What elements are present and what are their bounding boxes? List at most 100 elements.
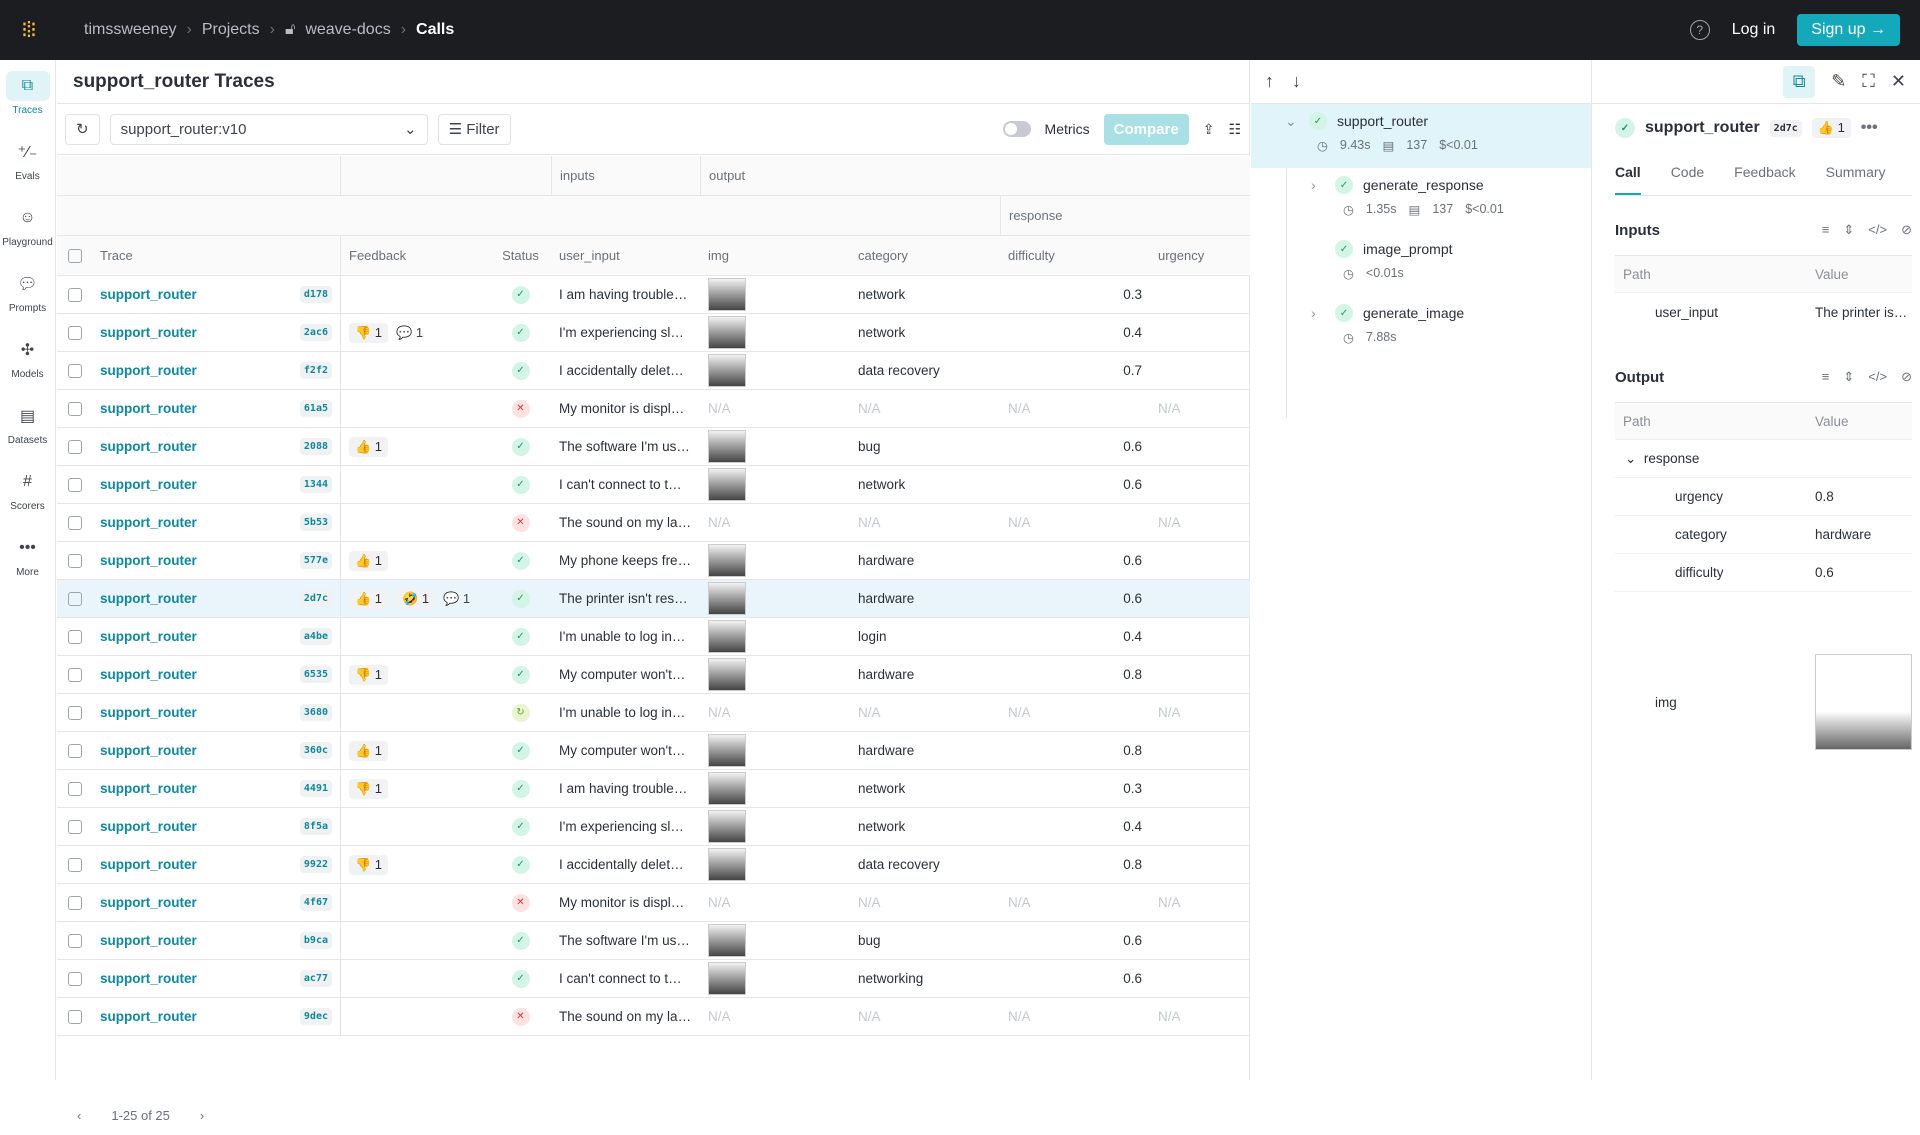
table-row[interactable]: support_router 6535 👎 1 ✓ My computer won…	[57, 656, 1250, 694]
call-id-badge[interactable]: 4f67	[299, 894, 332, 911]
list-icon[interactable]: ≡	[1821, 222, 1830, 237]
export-icon[interactable]: ⇪	[1202, 120, 1215, 137]
prev-page-icon[interactable]: ‹	[77, 1107, 82, 1123]
header-difficulty[interactable]: difficulty	[1008, 248, 1055, 263]
row-checkbox[interactable]	[67, 363, 82, 378]
trace-name-link[interactable]: support_router	[100, 819, 197, 834]
image-thumbnail[interactable]	[708, 620, 746, 653]
table-row[interactable]: support_router 3680 ↻ I'm unable to log i…	[57, 694, 1250, 732]
image-thumbnail[interactable]	[708, 924, 746, 957]
pencil-icon[interactable]: ✎	[1831, 71, 1847, 91]
tab-call[interactable]: Call	[1615, 164, 1641, 195]
table-row[interactable]: support_router 8f5a ✓ I'm experiencing sl…	[57, 808, 1250, 846]
row-checkbox[interactable]	[67, 1009, 82, 1024]
trace-tree-icon[interactable]: ⧉	[1783, 65, 1816, 98]
crumb-projects[interactable]: Projects	[201, 21, 260, 38]
call-id-badge[interactable]: ac77	[299, 970, 332, 987]
columns-icon[interactable]: ☷	[1228, 120, 1241, 137]
row-checkbox[interactable]	[67, 781, 82, 796]
call-id-badge[interactable]: 5b53	[299, 514, 332, 531]
comment-count[interactable]: 💬 1	[396, 324, 424, 340]
row-checkbox[interactable]	[67, 325, 82, 340]
image-thumbnail[interactable]	[708, 278, 746, 311]
call-id-badge[interactable]: 360c	[299, 742, 332, 759]
compare-button[interactable]: Compare	[1103, 113, 1189, 145]
trace-name-link[interactable]: support_router	[100, 781, 197, 796]
row-checkbox[interactable]	[67, 819, 82, 834]
trace-name-link[interactable]: support_router	[100, 553, 197, 568]
trace-name-link[interactable]: support_router	[100, 1009, 197, 1024]
call-id-badge[interactable]: f2f2	[299, 362, 332, 379]
image-thumbnail[interactable]	[708, 962, 746, 995]
image-thumbnail[interactable]	[708, 316, 746, 349]
row-checkbox[interactable]	[67, 515, 82, 530]
table-row[interactable]: support_router 360c 👍 1 ✓ My computer won…	[57, 732, 1250, 770]
tab-feedback[interactable]: Feedback	[1734, 164, 1796, 180]
refresh-button[interactable]: ↻	[65, 113, 100, 145]
image-thumbnail[interactable]	[708, 544, 746, 577]
trace-name-link[interactable]: support_router	[100, 971, 197, 986]
call-id-badge[interactable]: 8f5a	[299, 818, 332, 835]
table-row[interactable]: support_router 4491 👎 1 ✓ I am having tro…	[57, 770, 1250, 808]
row-checkbox[interactable]	[67, 857, 82, 872]
sidebar-item-playground[interactable]: ☺ Playground	[0, 192, 55, 258]
table-row[interactable]: support_router 577e 👍 1 ✓ My phone keeps …	[57, 542, 1250, 580]
reaction-badge[interactable]: 👍 1	[349, 740, 389, 761]
row-checkbox[interactable]	[67, 591, 82, 606]
table-row[interactable]: support_router 1344 ✓ I can't connect to …	[57, 466, 1250, 504]
row-checkbox[interactable]	[67, 629, 82, 644]
call-id-badge[interactable]: b9ca	[299, 932, 332, 949]
header-category[interactable]: category	[858, 248, 908, 263]
table-row[interactable]: support_router 9dec ✕ The sound on my la……	[57, 998, 1250, 1036]
chevron-icon[interactable]: ⌄	[1285, 112, 1297, 129]
trace-name-link[interactable]: support_router	[100, 401, 197, 416]
trace-name-link[interactable]: support_router	[100, 591, 197, 606]
call-id-badge[interactable]: 3680	[299, 704, 332, 721]
table-row[interactable]: support_router 5b53 ✕ The sound on my la……	[57, 504, 1250, 542]
table-row[interactable]: support_router 2088 👍 1 ✓ The software I'…	[57, 428, 1250, 466]
crumb-project[interactable]: weave-docs	[305, 21, 391, 38]
table-row[interactable]: support_router 2d7c 👍 1 🤣 1 💬 1 ✓ The print…	[57, 580, 1250, 618]
image-thumbnail[interactable]	[708, 582, 746, 615]
row-checkbox[interactable]	[67, 667, 82, 682]
call-id-badge[interactable]: 9922	[299, 856, 332, 873]
header-urgency[interactable]: urgency	[1158, 248, 1205, 263]
reaction-thumbs-up[interactable]: 👍 1	[1811, 118, 1851, 138]
image-thumbnail[interactable]	[708, 468, 746, 501]
trace-name-link[interactable]: support_router	[100, 705, 197, 720]
trace-name-link[interactable]: support_router	[100, 363, 197, 378]
tree-node[interactable]: ⌄ ✓ support_router ◷ 9.43s ▤ 137 $<0.01	[1285, 112, 1478, 153]
trace-name-link[interactable]: support_router	[100, 743, 197, 758]
reaction-badge[interactable]: 👍 1	[349, 436, 389, 457]
image-thumbnail[interactable]	[708, 430, 746, 463]
trace-name-link[interactable]: support_router	[100, 515, 197, 530]
trace-name-link[interactable]: support_router	[100, 439, 197, 454]
table-row[interactable]: support_router 4f67 ✕ My monitor is displ…	[57, 884, 1250, 922]
trace-name-link[interactable]: support_router	[100, 857, 197, 872]
next-page-icon[interactable]: ›	[199, 1107, 205, 1123]
arrow-up-icon[interactable]: ↑	[1265, 71, 1274, 91]
reaction-badge[interactable]: 👎 1	[349, 854, 389, 875]
sidebar-item-traces[interactable]: ⧉ Traces	[0, 60, 55, 126]
row-checkbox[interactable]	[67, 439, 82, 454]
tab-code[interactable]: Code	[1670, 164, 1705, 180]
call-id-badge[interactable]: 6535	[299, 666, 332, 683]
help-icon[interactable]: ?	[1689, 20, 1710, 40]
reaction-badge[interactable]: 👍 1	[349, 550, 389, 571]
table-row[interactable]: support_router d178 ✓ I am having trouble…	[57, 276, 1250, 314]
call-id-badge[interactable]: 2d7c	[299, 590, 332, 607]
op-version-select[interactable]: support_router:v10 ⌄	[109, 113, 428, 145]
sidebar-item-datasets[interactable]: ▤ Datasets	[0, 390, 55, 456]
hide-icon[interactable]: ⊘	[1901, 222, 1912, 237]
header-feedback[interactable]: Feedback	[340, 236, 490, 275]
table-row[interactable]: support_router f2f2 ✓ I accidentally dele…	[57, 352, 1250, 390]
tree-node[interactable]: ✓ image_prompt ◷ <0.01s	[1311, 240, 1453, 281]
call-id-badge[interactable]: 61a5	[299, 400, 332, 417]
table-row[interactable]: support_router 2ac6 👎 1 💬 1 ✓ I'm experien…	[57, 314, 1250, 352]
more-icon[interactable]: •••	[1860, 119, 1878, 136]
call-id-badge[interactable]: 2088	[299, 438, 332, 455]
expand-icon[interactable]: ⇕	[1843, 222, 1855, 237]
output-image[interactable]	[1815, 654, 1912, 750]
trace-name-link[interactable]: support_router	[100, 477, 197, 492]
trace-name-link[interactable]: support_router	[100, 667, 197, 682]
